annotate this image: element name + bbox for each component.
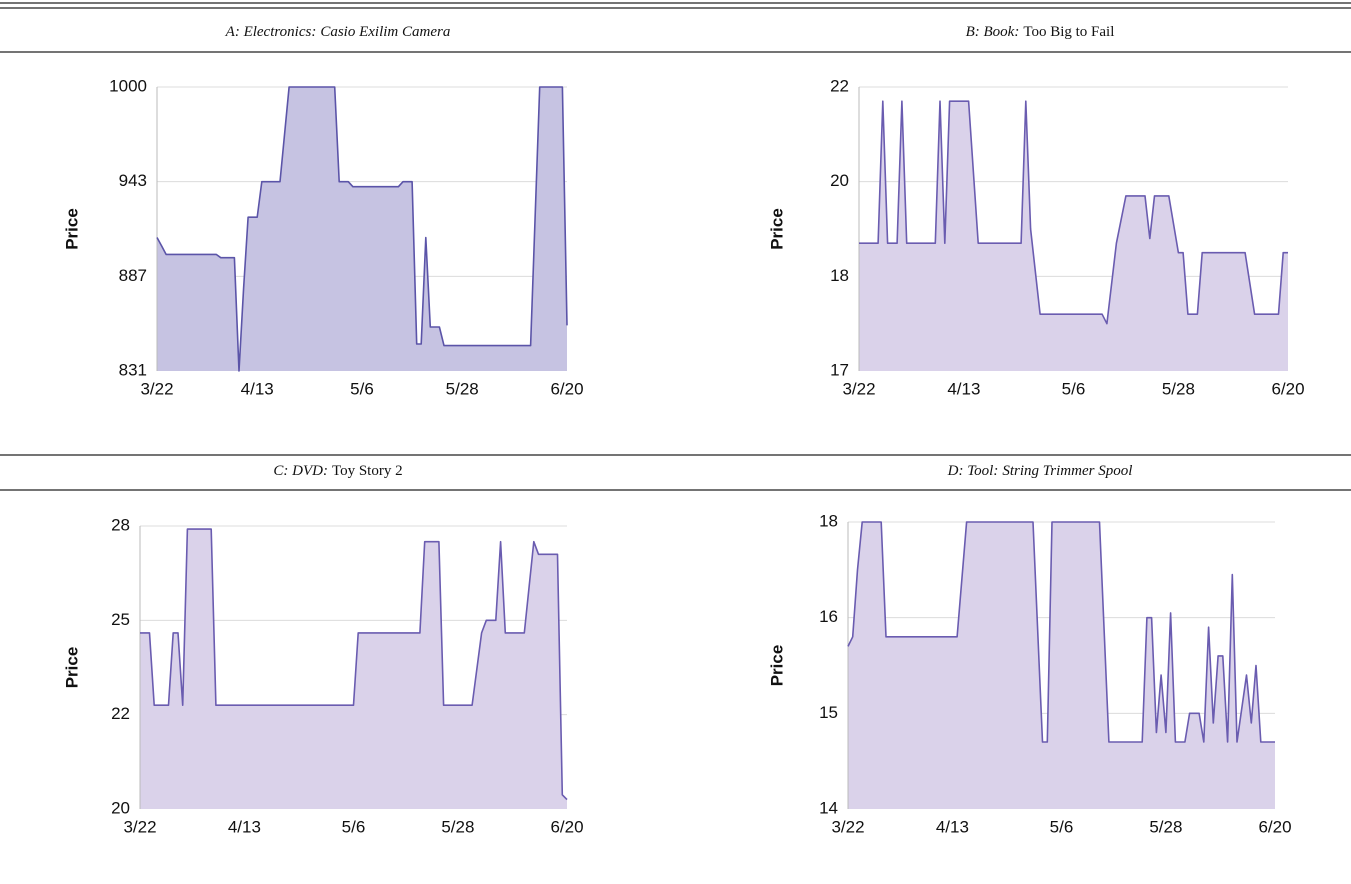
x-tick-label: 5/6 [1062, 379, 1086, 398]
area-fill [848, 522, 1275, 809]
y-tick-label: 1000 [109, 76, 147, 95]
x-tick-label: 6/20 [550, 817, 583, 836]
y-tick-label: 18 [819, 511, 838, 530]
x-tick-label: 6/20 [1258, 817, 1291, 836]
y-tick-label: 22 [111, 704, 130, 723]
panel-label: C: DVD: [273, 463, 328, 479]
y-tick-label: 20 [111, 798, 130, 817]
title-text: String Trimmer Spool [1002, 463, 1132, 479]
panel-title: A: Electronics: Casio Exilim Camera [225, 24, 451, 40]
y-tick-label: 28 [111, 515, 130, 534]
title-text: Too Big to Fail [1023, 24, 1114, 40]
panel-title: C: DVD: Toy Story 2 [273, 463, 402, 479]
x-tick-label: 4/13 [228, 817, 261, 836]
y-axis-label: Price [62, 208, 81, 250]
y-tick-label: 887 [119, 266, 147, 285]
panel: A: Electronics: Casio Exilim Camera 831 887… [62, 24, 583, 398]
price-line [847, 521, 1275, 743]
price-line [140, 528, 568, 801]
y-tick-label: 14 [819, 798, 838, 817]
title-text: Toy Story 2 [332, 463, 403, 479]
panel-title: D: Tool: String Trimmer Spool [947, 463, 1133, 479]
x-tick-label: 5/28 [1149, 817, 1182, 836]
x-tick-label: 3/22 [123, 817, 156, 836]
y-axis-label: Price [767, 645, 786, 687]
x-tick-label: 4/13 [241, 379, 274, 398]
x-tick-label: 5/28 [446, 379, 479, 398]
y-tick-label: 25 [111, 610, 130, 629]
panel: B: Book: Too Big to Fail 17 18 20 22 3/22 4/13 5… [767, 24, 1304, 398]
panel-label: D: Tool: [947, 463, 999, 479]
panel-label: B: Book: [966, 24, 1020, 40]
panel: C: DVD: Toy Story 2 20 22 25 28 3/22 4/13 5/6 5/2… [62, 463, 583, 836]
price-line [859, 100, 1288, 325]
x-tick-label: 4/13 [936, 817, 969, 836]
y-tick-label: 17 [830, 360, 849, 379]
y-tick-label: 16 [819, 607, 838, 626]
x-tick-label: 6/20 [1271, 379, 1304, 398]
area-fill [157, 87, 567, 371]
title-text: Casio Exilim Camera [320, 24, 450, 40]
y-axis-label: Price [767, 208, 786, 250]
x-tick-label: 3/22 [842, 379, 875, 398]
y-tick-label: 15 [819, 703, 838, 722]
y-tick-label: 831 [119, 360, 147, 379]
x-tick-label: 6/20 [550, 379, 583, 398]
panel: D: Tool: String Trimmer Spool 14 15 16 18 3/22… [767, 463, 1291, 836]
x-tick-label: 5/28 [1162, 379, 1195, 398]
y-tick-label: 22 [830, 76, 849, 95]
y-tick-label: 18 [830, 266, 849, 285]
panel-label: A: Electronics: [225, 24, 317, 40]
y-axis-label: Price [62, 647, 81, 689]
x-tick-label: 5/28 [441, 817, 474, 836]
area-fill [859, 101, 1288, 371]
x-tick-label: 5/6 [350, 379, 374, 398]
price-line [156, 86, 568, 372]
area-fill [140, 529, 567, 809]
x-tick-label: 5/6 [1050, 817, 1074, 836]
x-tick-label: 4/13 [947, 379, 980, 398]
y-tick-label: 20 [830, 171, 849, 190]
panel-title: B: Book: Too Big to Fail [966, 24, 1115, 40]
x-tick-label: 3/22 [140, 379, 173, 398]
x-tick-label: 5/6 [342, 817, 366, 836]
y-tick-label: 943 [119, 171, 147, 190]
x-tick-label: 3/22 [831, 817, 864, 836]
